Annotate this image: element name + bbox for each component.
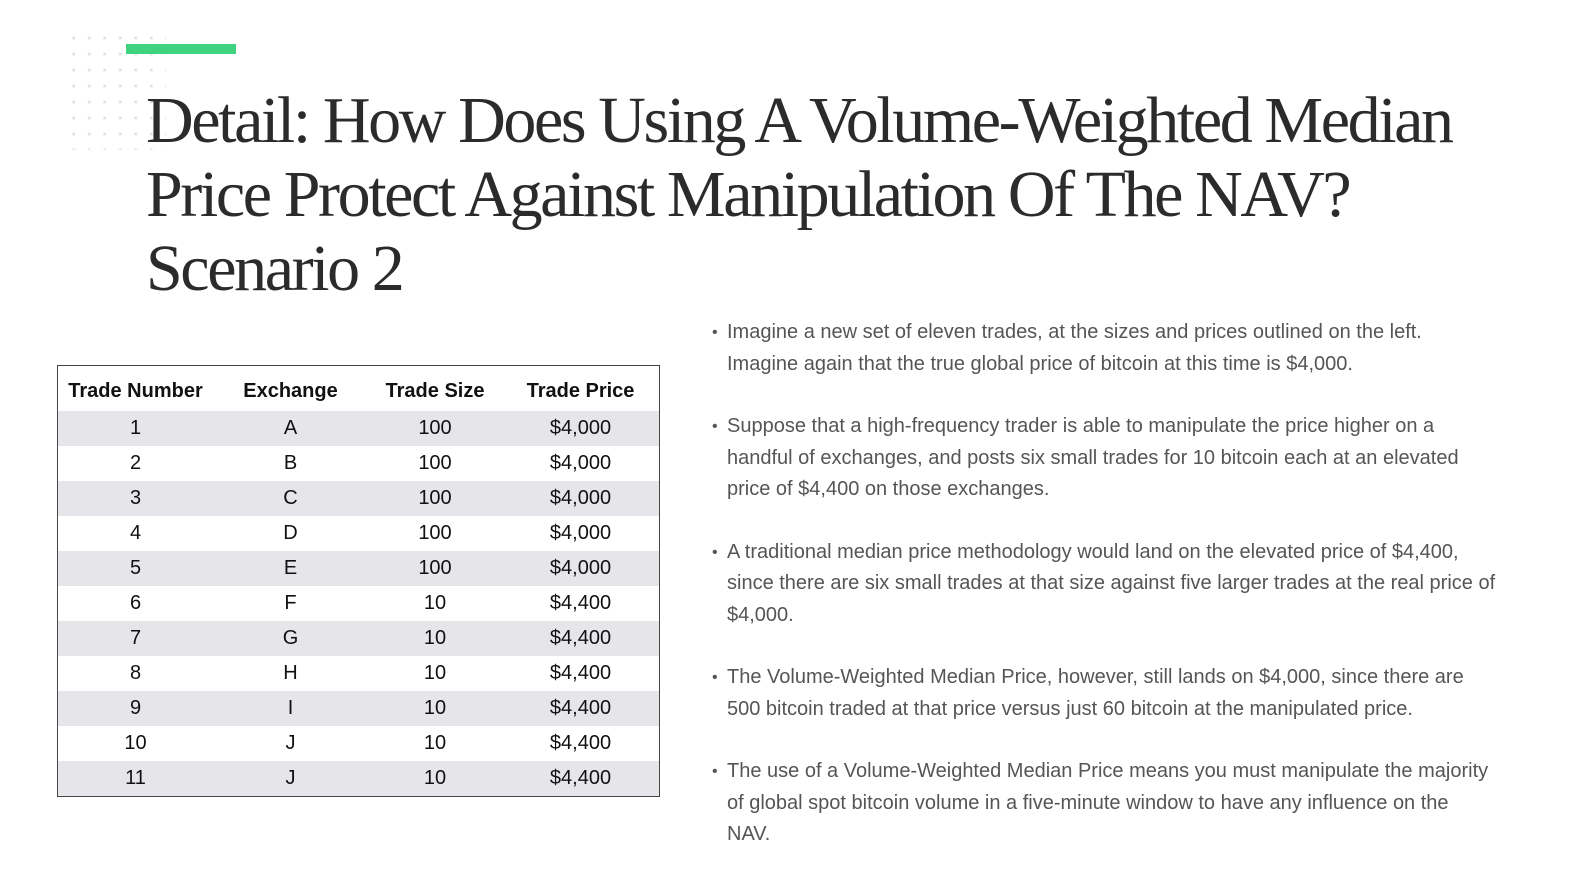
cell-trade-size: 10 <box>368 761 502 796</box>
bullet-line: handful of exchanges, and posts six smal… <box>727 446 1459 469</box>
bullet-line: since there are six small trades at that… <box>727 572 1496 594</box>
cell-exchange: B <box>213 446 368 481</box>
bullet-line: The use of a Volume-Weighted Median Pric… <box>727 760 1489 782</box>
cell-exchange: G <box>213 621 368 656</box>
table-row: 11 J 10 $4,400 <box>58 761 659 796</box>
table-header-row: Trade Number Exchange Trade Size Trade P… <box>58 366 659 411</box>
cell-exchange: J <box>213 726 368 761</box>
cell-trade-size: 10 <box>368 656 502 691</box>
bullet-line: 500 bitcoin traded at that price versus … <box>727 697 1413 720</box>
cell-trade-number: 11 <box>58 761 213 796</box>
cell-trade-price: $4,000 <box>502 411 659 446</box>
bullet-item: • The use of a Volume-Weighted Median Pr… <box>712 756 1542 851</box>
table-row: 8 H 10 $4,400 <box>58 656 659 691</box>
table-row: 2 B 100 $4,000 <box>58 446 659 481</box>
bullet-item: • Suppose that a high-frequency trader i… <box>712 411 1542 506</box>
cell-trade-price: $4,400 <box>502 691 659 726</box>
cell-exchange: C <box>213 481 368 516</box>
bullet-line: $4,000. <box>727 603 794 626</box>
cell-trade-number: 2 <box>58 446 213 481</box>
cell-exchange: F <box>213 586 368 621</box>
bullet-item: • A traditional median price methodology… <box>712 537 1542 632</box>
bullet-item: • The Volume-Weighted Median Price, howe… <box>712 662 1542 725</box>
cell-trade-size: 10 <box>368 691 502 726</box>
bullet-dot-icon: • <box>712 324 718 341</box>
title-line: Scenario 2 <box>146 232 405 305</box>
cell-exchange: D <box>213 516 368 551</box>
bullet-line: Suppose that a high-frequency trader is … <box>727 415 1435 437</box>
table-row: 5 E 100 $4,000 <box>58 551 659 586</box>
trades-table: Trade Number Exchange Trade Size Trade P… <box>58 366 659 796</box>
title-line: Price Protect Against Manipulation Of Th… <box>146 158 1352 231</box>
title-line: Detail: How Does Using A Volume-Weighted… <box>146 84 1454 157</box>
table-row: 9 I 10 $4,400 <box>58 691 659 726</box>
accent-bar <box>126 44 236 54</box>
bullet-dot-icon: • <box>712 763 718 780</box>
trades-table-container: Trade Number Exchange Trade Size Trade P… <box>57 365 660 797</box>
cell-trade-size: 100 <box>368 446 502 481</box>
cell-trade-size: 100 <box>368 516 502 551</box>
bullet-line: NAV. <box>727 823 771 845</box>
bullet-line: Imagine again that the true global price… <box>727 352 1353 375</box>
cell-exchange: H <box>213 656 368 691</box>
table-row: 3 C 100 $4,000 <box>58 481 659 516</box>
cell-exchange: A <box>213 411 368 446</box>
cell-trade-size: 100 <box>368 551 502 586</box>
cell-trade-number: 10 <box>58 726 213 761</box>
cell-trade-number: 7 <box>58 621 213 656</box>
cell-trade-price: $4,400 <box>502 586 659 621</box>
cell-trade-size: 10 <box>368 621 502 656</box>
table-row: 6 F 10 $4,400 <box>58 586 659 621</box>
cell-trade-number: 3 <box>58 481 213 516</box>
table-row: 7 G 10 $4,400 <box>58 621 659 656</box>
slide-title: Detail: How Does Using A Volume-Weighted… <box>146 84 1566 306</box>
cell-trade-number: 4 <box>58 516 213 551</box>
header-trade-number: Trade Number <box>68 380 203 402</box>
header-exchange: Exchange <box>243 380 338 402</box>
cell-trade-price: $4,000 <box>502 446 659 481</box>
bullet-line: The Volume-Weighted Median Price, howeve… <box>727 666 1464 688</box>
bullet-dot-icon: • <box>712 543 718 561</box>
cell-trade-size: 100 <box>368 411 502 446</box>
cell-trade-price: $4,400 <box>502 726 659 761</box>
cell-trade-size: 10 <box>368 586 502 621</box>
cell-trade-number: 9 <box>58 691 213 726</box>
bullet-line: of global spot bitcoin volume in a five-… <box>727 791 1449 814</box>
table-row: 1 A 100 $4,000 <box>58 411 659 446</box>
table-row: 10 J 10 $4,400 <box>58 726 659 761</box>
cell-trade-size: 100 <box>368 481 502 516</box>
cell-trade-size: 10 <box>368 726 502 761</box>
header-trade-price: Trade Price <box>526 380 635 402</box>
header-trade-size: Trade Size <box>385 380 485 402</box>
cell-exchange: J <box>213 761 368 796</box>
cell-trade-price: $4,000 <box>502 516 659 551</box>
table-row: 4 D 100 $4,000 <box>58 516 659 551</box>
cell-trade-number: 5 <box>58 551 213 586</box>
bullet-dot-icon: • <box>712 418 718 435</box>
bullet-dot-icon: • <box>712 669 718 686</box>
cell-exchange: I <box>213 691 368 726</box>
cell-trade-number: 8 <box>58 656 213 691</box>
bullet-line: price of $4,400 on those exchanges. <box>727 478 1050 500</box>
cell-trade-price: $4,400 <box>502 621 659 656</box>
cell-trade-price: $4,400 <box>502 761 659 796</box>
explanation-bullet-list: • Imagine a new set of eleven trades, at… <box>712 317 1542 882</box>
bullet-line: A traditional median price methodology w… <box>727 540 1459 563</box>
cell-trade-price: $4,400 <box>502 656 659 691</box>
cell-trade-number: 1 <box>58 411 213 446</box>
bullet-item: • Imagine a new set of eleven trades, at… <box>712 317 1542 380</box>
cell-trade-price: $4,000 <box>502 481 659 516</box>
cell-trade-price: $4,000 <box>502 551 659 586</box>
cell-trade-number: 6 <box>58 586 213 621</box>
bullet-line: Imagine a new set of eleven trades, at t… <box>727 321 1422 343</box>
cell-exchange: E <box>213 551 368 586</box>
